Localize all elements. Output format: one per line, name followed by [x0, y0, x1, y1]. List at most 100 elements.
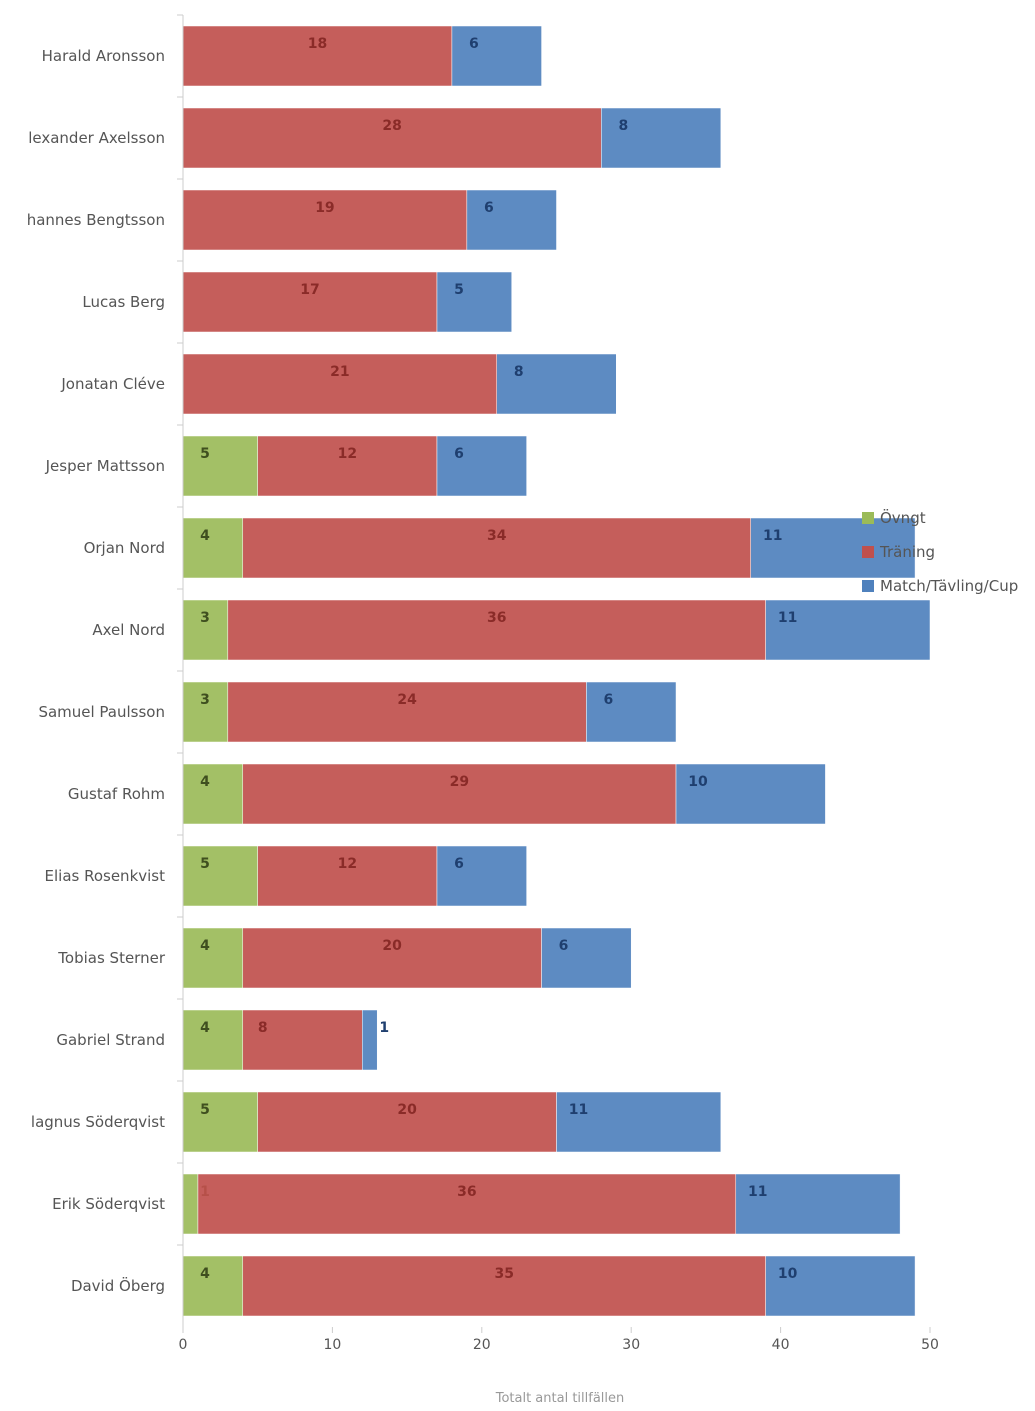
bar-segment-tr-ning[interactable]: [242, 517, 751, 579]
data-label: 3: [200, 610, 210, 626]
bar-segment-vngt[interactable]: [182, 1091, 258, 1153]
data-label: 19: [315, 200, 334, 216]
legend-label-tr-ning[interactable]: Träning: [879, 543, 935, 561]
data-label: 6: [454, 446, 464, 462]
bar-segment-tr-ning[interactable]: [242, 763, 677, 825]
bar-segment-match-t-vling-cup[interactable]: [765, 599, 931, 661]
legend-swatch-vngt[interactable]: [862, 512, 874, 524]
bar-segment-match-t-vling-cup[interactable]: [436, 271, 512, 333]
data-label: 28: [382, 118, 401, 134]
bar-segment-tr-ning[interactable]: [227, 599, 766, 661]
data-label: 36: [457, 1184, 476, 1200]
bar-segment-tr-ning[interactable]: [182, 353, 497, 415]
bar-segment-match-t-vling-cup[interactable]: [586, 681, 677, 743]
category-label: Harald Aronsson: [42, 47, 165, 65]
bar-segment-vngt[interactable]: [182, 1009, 244, 1071]
category-label: Orjan Nord: [84, 539, 165, 557]
bar-segment-match-t-vling-cup[interactable]: [362, 1009, 378, 1071]
data-label: 5: [200, 1102, 210, 1118]
bar-segment-tr-ning[interactable]: [257, 435, 438, 497]
data-label: 12: [338, 446, 357, 462]
x-axis-title: Totalt antal tillfällen: [495, 1391, 625, 1406]
bar-segment-tr-ning[interactable]: [182, 107, 602, 169]
data-label: 20: [397, 1102, 417, 1118]
category-labels: Harald Aronsson lexander Axelsson hannes B…: [27, 47, 166, 1295]
bar-segment-match-t-vling-cup[interactable]: [601, 107, 722, 169]
data-label: 6: [604, 692, 614, 708]
legend-label-vngt[interactable]: Övngt: [880, 508, 926, 527]
bar-segment-match-t-vling-cup[interactable]: [675, 763, 826, 825]
bar-segment-tr-ning[interactable]: [227, 681, 587, 743]
data-label: 11: [778, 610, 797, 626]
bar-segment-match-t-vling-cup[interactable]: [436, 845, 527, 907]
data-label: 29: [450, 774, 469, 790]
bar-segment-vngt[interactable]: [182, 435, 258, 497]
data-label: 4: [200, 774, 210, 790]
data-label: 35: [494, 1266, 513, 1282]
category-label: lagnus Söderqvist: [31, 1113, 165, 1131]
x-tick-label: 30: [622, 1337, 640, 1353]
category-label: Jonatan Cléve: [60, 375, 165, 393]
bar-segment-tr-ning[interactable]: [182, 25, 453, 87]
category-label: Lucas Berg: [82, 293, 165, 311]
bar-segment-match-t-vling-cup[interactable]: [451, 25, 542, 87]
bar-segment-vngt[interactable]: [182, 845, 258, 907]
category-label: hannes Bengtsson: [27, 211, 165, 229]
data-label: 6: [559, 938, 569, 954]
bar-segment-vngt[interactable]: [182, 1255, 244, 1317]
bar-segment-match-t-vling-cup[interactable]: [750, 517, 916, 579]
bar-segment-tr-ning[interactable]: [182, 271, 438, 333]
category-label: Jesper Mattsson: [45, 457, 165, 475]
bar-segment-tr-ning[interactable]: [197, 1173, 737, 1235]
legend-swatch-tr-ning[interactable]: [862, 546, 874, 558]
bar-segment-vngt[interactable]: [182, 681, 229, 743]
bar-segment-vngt[interactable]: [182, 927, 244, 989]
category-label: Erik Söderqvist: [52, 1195, 165, 1213]
legend-label-match-t-vling-cup[interactable]: Match/Tävling/Cup: [880, 577, 1018, 595]
bar-segment-tr-ning[interactable]: [242, 927, 542, 989]
data-label: 10: [688, 774, 708, 790]
category-label: David Öberg: [71, 1276, 165, 1295]
data-label: 5: [200, 446, 210, 462]
data-label: 20: [382, 938, 402, 954]
bar-segment-match-t-vling-cup[interactable]: [735, 1173, 901, 1235]
bar-segment-match-t-vling-cup[interactable]: [496, 353, 617, 415]
bar-segment-match-t-vling-cup[interactable]: [556, 1091, 722, 1153]
bar-segment-vngt[interactable]: [182, 1173, 199, 1235]
bar-segment-match-t-vling-cup[interactable]: [541, 927, 632, 989]
data-label: 17: [300, 282, 319, 298]
bar-segment-tr-ning[interactable]: [257, 1091, 557, 1153]
data-label: 36: [487, 610, 506, 626]
bar-segment-tr-ning[interactable]: [242, 1009, 363, 1071]
bar-segment-match-t-vling-cup[interactable]: [466, 189, 557, 251]
legend-swatch-match-t-vling-cup[interactable]: [862, 580, 874, 592]
legend[interactable]: Övngt Träning Match/Tävling/Cup: [862, 508, 1018, 595]
x-axis: 0 10 20 30 40 50: [177, 14, 939, 1353]
data-label: 1: [379, 1020, 389, 1036]
category-label: lexander Axelsson: [28, 129, 165, 147]
bar-segment-match-t-vling-cup[interactable]: [436, 435, 527, 497]
bar-segment-tr-ning[interactable]: [257, 845, 438, 907]
data-label: 6: [454, 856, 464, 872]
bars-layer: 18 628 819 617 521 85 12 64 34 113 36 113 24 64 29 105 1…: [182, 25, 931, 1317]
data-label: 5: [200, 856, 210, 872]
bar-segment-vngt[interactable]: [182, 763, 244, 825]
data-label: 11: [569, 1102, 588, 1118]
bar-segment-vngt[interactable]: [182, 599, 229, 661]
data-label: 3: [200, 692, 210, 708]
data-label: 8: [258, 1020, 268, 1036]
x-tick-label: 20: [473, 1337, 491, 1353]
bar-segment-tr-ning[interactable]: [242, 1255, 766, 1317]
x-tick-label: 50: [921, 1337, 939, 1353]
data-label: 4: [200, 1020, 210, 1036]
data-label: 10: [778, 1266, 798, 1282]
bar-segment-tr-ning[interactable]: [182, 189, 468, 251]
x-tick-label: 40: [772, 1337, 790, 1353]
data-label: 4: [200, 938, 210, 954]
category-label: Elias Rosenkvist: [45, 867, 166, 885]
bar-segment-match-t-vling-cup[interactable]: [765, 1255, 916, 1317]
x-tick-label: 0: [179, 1337, 188, 1353]
data-label: 18: [308, 36, 327, 52]
bar-segment-vngt[interactable]: [182, 517, 244, 579]
